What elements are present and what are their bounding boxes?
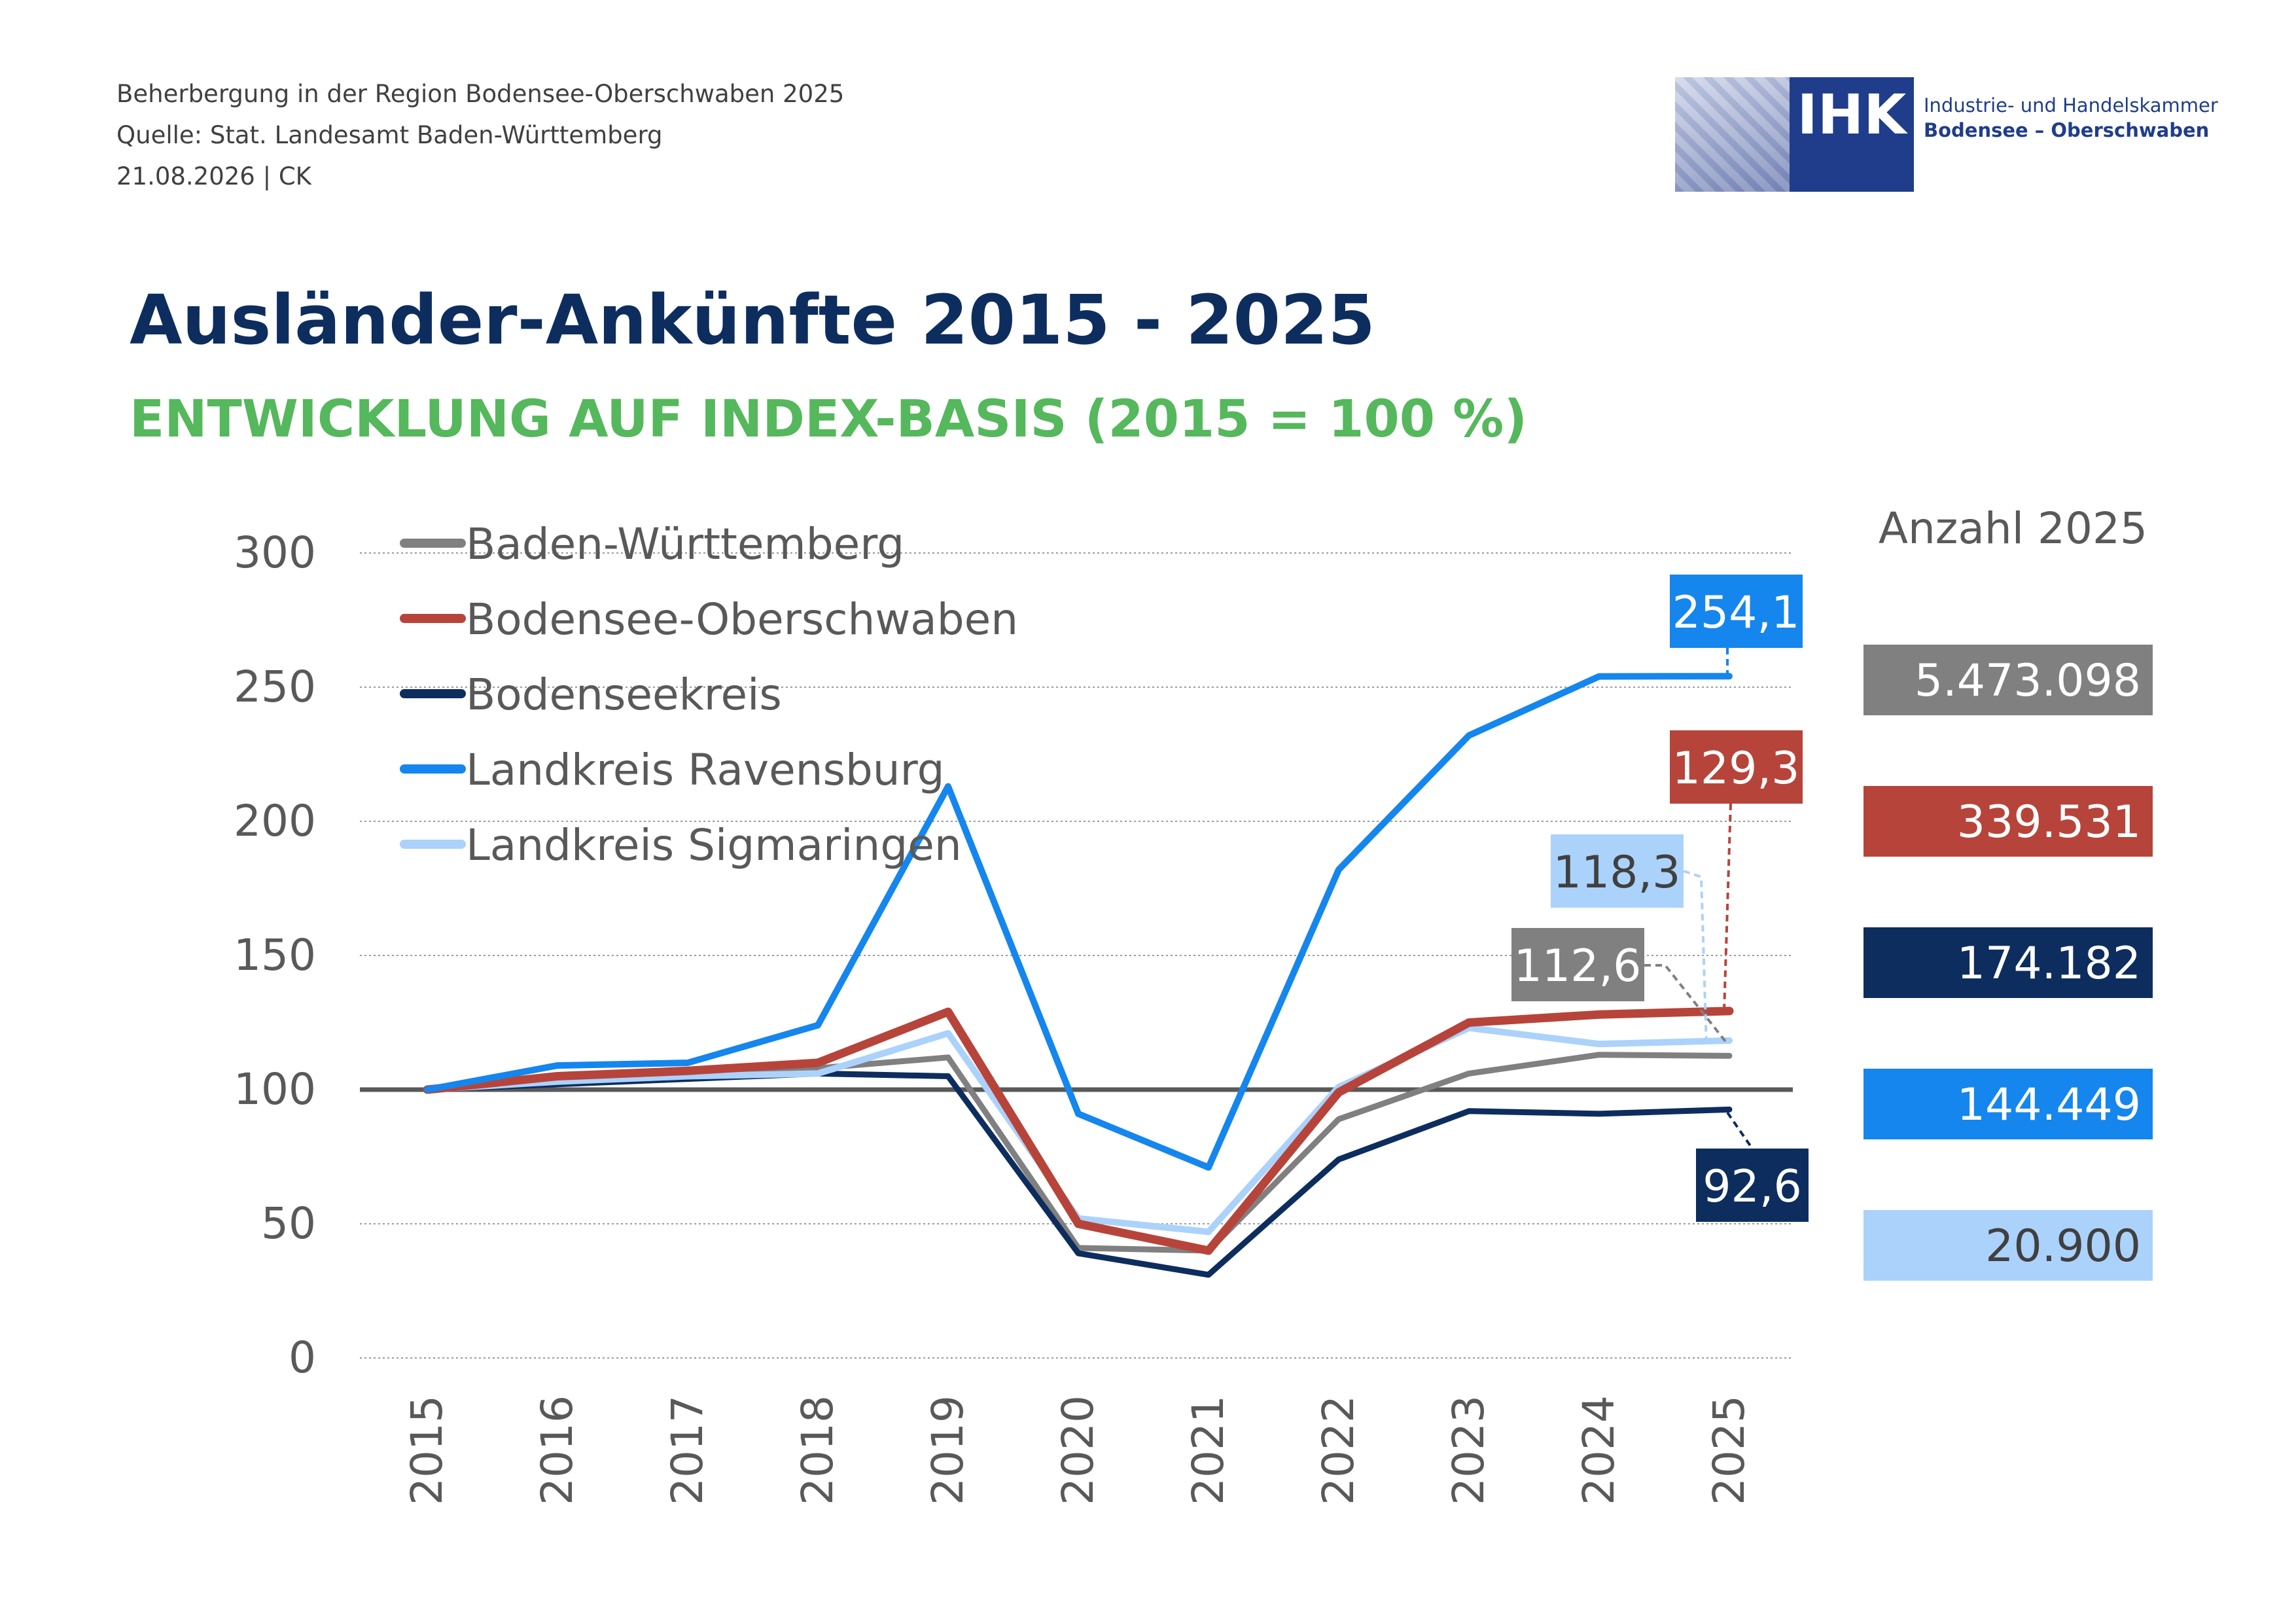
series-line-bodensee-oberschwaben (423, 1007, 1734, 1255)
count-value-3: 144.449 (1957, 1079, 2141, 1131)
x-tick-label-2018: 2018 (792, 1395, 843, 1505)
end-value-label-2: 92,6 (1703, 1161, 1801, 1213)
y-tick-label-250: 250 (234, 662, 316, 712)
legend-label-1: Bodensee-Oberschwaben (466, 594, 1018, 645)
end-label-box-3 (1670, 575, 1803, 648)
ihk-logo: IHK Industrie- und Handelskammer Bodense… (1675, 77, 2218, 192)
count-box-0 (1863, 645, 2153, 715)
logo-brand-block (1790, 77, 1914, 192)
end-value-label-4: 118,3 (1553, 847, 1681, 899)
report-title-line: Beherbergung in der Region Bodensee-Ober… (116, 80, 845, 108)
x-tick-label-2019: 2019 (923, 1395, 973, 1505)
count-panel-title: Anzahl 2025 (1879, 503, 2147, 554)
logo-map-image (1675, 77, 1790, 192)
end-value-label-0: 112,6 (1514, 940, 1642, 992)
logo-abbreviation: IHK (1797, 82, 1907, 147)
count-box-4 (1863, 1210, 2153, 1281)
count-box-3 (1863, 1069, 2153, 1139)
y-tick-label-300: 300 (234, 527, 316, 578)
count-value-0: 5.473.098 (1915, 655, 2141, 707)
x-tick-label-2017: 2017 (662, 1395, 713, 1505)
y-tick-label-100: 100 (234, 1064, 316, 1115)
end-label-box-0 (1511, 928, 1644, 1001)
x-tick-label-2024: 2024 (1574, 1395, 1624, 1505)
date-author-line: 21.08.2026 | CK (116, 162, 311, 190)
count-value-4: 20.900 (1985, 1221, 2141, 1272)
leader-line-2 (1726, 1111, 1754, 1150)
logo-name-line2: Bodensee – Oberschwaben (1924, 119, 2210, 141)
count-value-1: 339.531 (1957, 796, 2141, 848)
logo-name-line1: Industrie- und Handelskammer (1924, 94, 2218, 116)
logo-map-overlay (1675, 77, 1790, 192)
y-tick-label-150: 150 (234, 930, 316, 980)
leader-line-0 (1644, 964, 1729, 1045)
y-tick-label-50: 50 (261, 1198, 316, 1249)
end-label-box-1 (1670, 730, 1803, 804)
count-box-1 (1863, 786, 2153, 857)
chart-subtitle: ENTWICKLUNG AUF INDEX-BASIS (2015 = 100 … (130, 390, 1527, 449)
legend-label-0: Baden-Württemberg (466, 519, 904, 569)
x-tick-label-2025: 2025 (1704, 1395, 1754, 1505)
chart-title: Ausländer-Ankünfte 2015 - 2025 (130, 280, 1375, 360)
end-label-box-2 (1696, 1149, 1809, 1222)
series-line-landkreis-ravensburg (424, 673, 1733, 1171)
end-value-label-1: 129,3 (1672, 743, 1800, 794)
legend-label-3: Landkreis Ravensburg (466, 745, 944, 795)
leader-line-1 (1723, 803, 1732, 1012)
y-tick-label-0: 0 (289, 1332, 316, 1383)
leader-line-4 (1683, 870, 1708, 1048)
end-value-label-3: 254,1 (1672, 587, 1800, 639)
count-box-2 (1863, 927, 2153, 998)
count-value-2: 174.182 (1957, 938, 2141, 990)
source-line: Quelle: Stat. Landesamt Baden-Württember… (116, 121, 663, 149)
x-tick-label-2020: 2020 (1053, 1395, 1103, 1505)
y-tick-label-200: 200 (234, 796, 316, 846)
x-tick-label-2021: 2021 (1183, 1395, 1233, 1505)
x-tick-label-2023: 2023 (1443, 1395, 1494, 1505)
legend-label-2: Bodenseekreis (466, 669, 782, 720)
x-tick-label-2022: 2022 (1313, 1395, 1364, 1505)
x-tick-label-2015: 2015 (402, 1395, 452, 1505)
series-line-landkreis-sigmaringen (424, 1024, 1733, 1236)
x-tick-label-2016: 2016 (532, 1395, 582, 1505)
end-label-box-4 (1551, 834, 1684, 908)
legend-label-4: Landkreis Sigmaringen (466, 820, 962, 870)
